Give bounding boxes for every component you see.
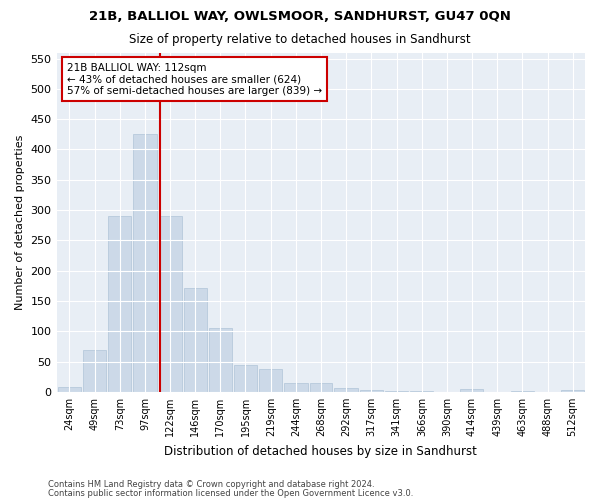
Bar — [83, 350, 106, 392]
Bar — [310, 383, 332, 392]
Bar — [561, 390, 584, 392]
Bar — [108, 216, 131, 392]
Text: Size of property relative to detached houses in Sandhurst: Size of property relative to detached ho… — [129, 32, 471, 46]
Text: 21B, BALLIOL WAY, OWLSMOOR, SANDHURST, GU47 0QN: 21B, BALLIOL WAY, OWLSMOOR, SANDHURST, G… — [89, 10, 511, 23]
Y-axis label: Number of detached properties: Number of detached properties — [15, 134, 25, 310]
Bar — [284, 384, 308, 392]
Bar — [410, 390, 433, 392]
Bar — [234, 366, 257, 392]
Text: Contains HM Land Registry data © Crown copyright and database right 2024.: Contains HM Land Registry data © Crown c… — [48, 480, 374, 489]
Text: Contains public sector information licensed under the Open Government Licence v3: Contains public sector information licen… — [48, 488, 413, 498]
Bar — [158, 216, 182, 392]
Bar — [184, 288, 206, 392]
Bar — [209, 328, 232, 392]
Bar — [460, 389, 484, 392]
Bar — [385, 390, 408, 392]
X-axis label: Distribution of detached houses by size in Sandhurst: Distribution of detached houses by size … — [164, 444, 477, 458]
Bar — [359, 390, 383, 392]
Bar — [58, 387, 81, 392]
Bar — [259, 369, 283, 392]
Bar — [334, 388, 358, 392]
Bar — [133, 134, 157, 392]
Text: 21B BALLIOL WAY: 112sqm
← 43% of detached houses are smaller (624)
57% of semi-d: 21B BALLIOL WAY: 112sqm ← 43% of detache… — [67, 62, 322, 96]
